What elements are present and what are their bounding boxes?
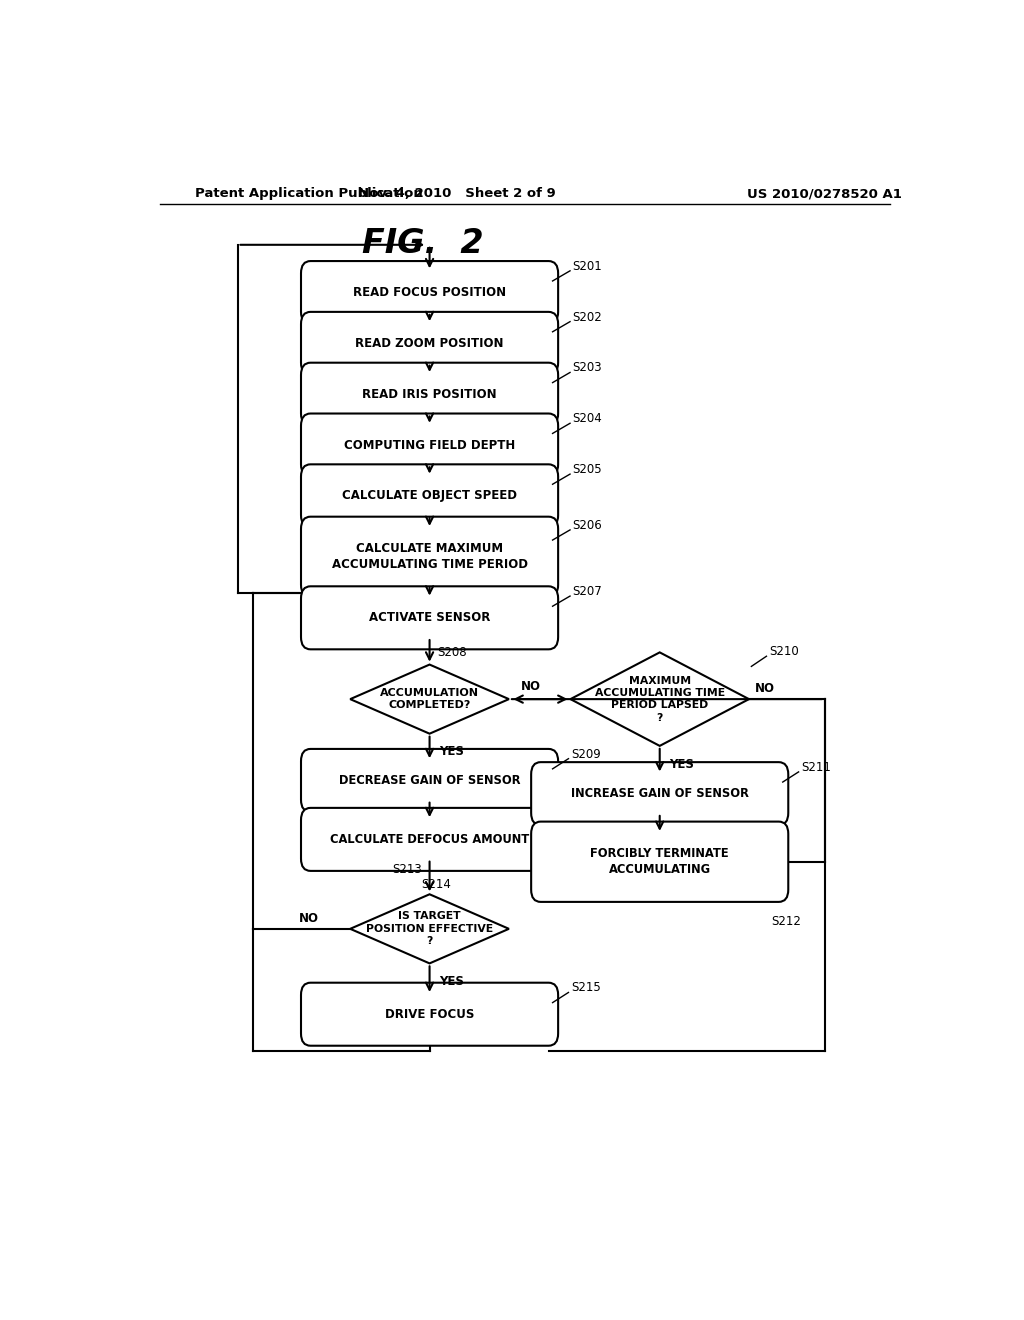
- Text: YES: YES: [439, 746, 464, 759]
- FancyBboxPatch shape: [301, 261, 558, 325]
- Text: NO: NO: [521, 680, 541, 693]
- Text: S211: S211: [801, 760, 830, 774]
- Text: S210: S210: [769, 645, 799, 659]
- Text: DECREASE GAIN OF SENSOR: DECREASE GAIN OF SENSOR: [339, 774, 520, 787]
- Text: S204: S204: [572, 412, 602, 425]
- Text: S207: S207: [572, 585, 602, 598]
- FancyBboxPatch shape: [301, 312, 558, 375]
- Text: S215: S215: [570, 982, 601, 994]
- Text: ACTIVATE SENSOR: ACTIVATE SENSOR: [369, 611, 490, 624]
- Text: S206: S206: [572, 519, 602, 532]
- Text: S213: S213: [392, 863, 422, 876]
- Text: S208: S208: [437, 647, 467, 660]
- Text: US 2010/0278520 A1: US 2010/0278520 A1: [748, 187, 902, 201]
- FancyBboxPatch shape: [301, 586, 558, 649]
- Text: NO: NO: [299, 912, 318, 925]
- FancyBboxPatch shape: [301, 413, 558, 477]
- Text: YES: YES: [670, 758, 694, 771]
- FancyBboxPatch shape: [301, 808, 558, 871]
- Text: Patent Application Publication: Patent Application Publication: [196, 187, 423, 201]
- Text: S203: S203: [572, 362, 602, 375]
- Text: CALCULATE DEFOCUS AMOUNT: CALCULATE DEFOCUS AMOUNT: [330, 833, 529, 846]
- Polygon shape: [350, 894, 509, 964]
- Text: READ IRIS POSITION: READ IRIS POSITION: [362, 388, 497, 401]
- FancyBboxPatch shape: [531, 762, 788, 825]
- Text: S201: S201: [572, 260, 602, 273]
- Text: READ FOCUS POSITION: READ FOCUS POSITION: [353, 286, 506, 300]
- Text: IS TARGET
POSITION EFFECTIVE
?: IS TARGET POSITION EFFECTIVE ?: [366, 911, 494, 946]
- Text: S212: S212: [771, 915, 801, 928]
- Text: CALCULATE OBJECT SPEED: CALCULATE OBJECT SPEED: [342, 490, 517, 503]
- Text: MAXIMUM
ACCUMULATING TIME
PERIOD LAPSED
?: MAXIMUM ACCUMULATING TIME PERIOD LAPSED …: [595, 676, 725, 723]
- Text: S209: S209: [570, 747, 601, 760]
- Text: YES: YES: [439, 975, 464, 989]
- Polygon shape: [350, 664, 509, 734]
- Polygon shape: [570, 652, 749, 746]
- Text: S202: S202: [572, 310, 602, 323]
- Text: INCREASE GAIN OF SENSOR: INCREASE GAIN OF SENSOR: [570, 787, 749, 800]
- FancyBboxPatch shape: [531, 821, 788, 902]
- Text: READ ZOOM POSITION: READ ZOOM POSITION: [355, 337, 504, 350]
- FancyBboxPatch shape: [301, 363, 558, 426]
- Text: FORCIBLY TERMINATE
ACCUMULATING: FORCIBLY TERMINATE ACCUMULATING: [591, 847, 729, 876]
- Text: DRIVE FOCUS: DRIVE FOCUS: [385, 1007, 474, 1020]
- Text: NO: NO: [756, 682, 775, 696]
- FancyBboxPatch shape: [301, 982, 558, 1045]
- FancyBboxPatch shape: [301, 748, 558, 812]
- Text: S205: S205: [572, 463, 602, 477]
- FancyBboxPatch shape: [301, 465, 558, 528]
- FancyBboxPatch shape: [301, 516, 558, 597]
- Text: COMPUTING FIELD DEPTH: COMPUTING FIELD DEPTH: [344, 438, 515, 451]
- Text: FIG.  2: FIG. 2: [362, 227, 483, 260]
- Text: S214: S214: [422, 878, 452, 891]
- Text: ACCUMULATION
COMPLETED?: ACCUMULATION COMPLETED?: [380, 688, 479, 710]
- Text: Nov. 4, 2010   Sheet 2 of 9: Nov. 4, 2010 Sheet 2 of 9: [358, 187, 556, 201]
- Text: CALCULATE MAXIMUM
ACCUMULATING TIME PERIOD: CALCULATE MAXIMUM ACCUMULATING TIME PERI…: [332, 543, 527, 572]
